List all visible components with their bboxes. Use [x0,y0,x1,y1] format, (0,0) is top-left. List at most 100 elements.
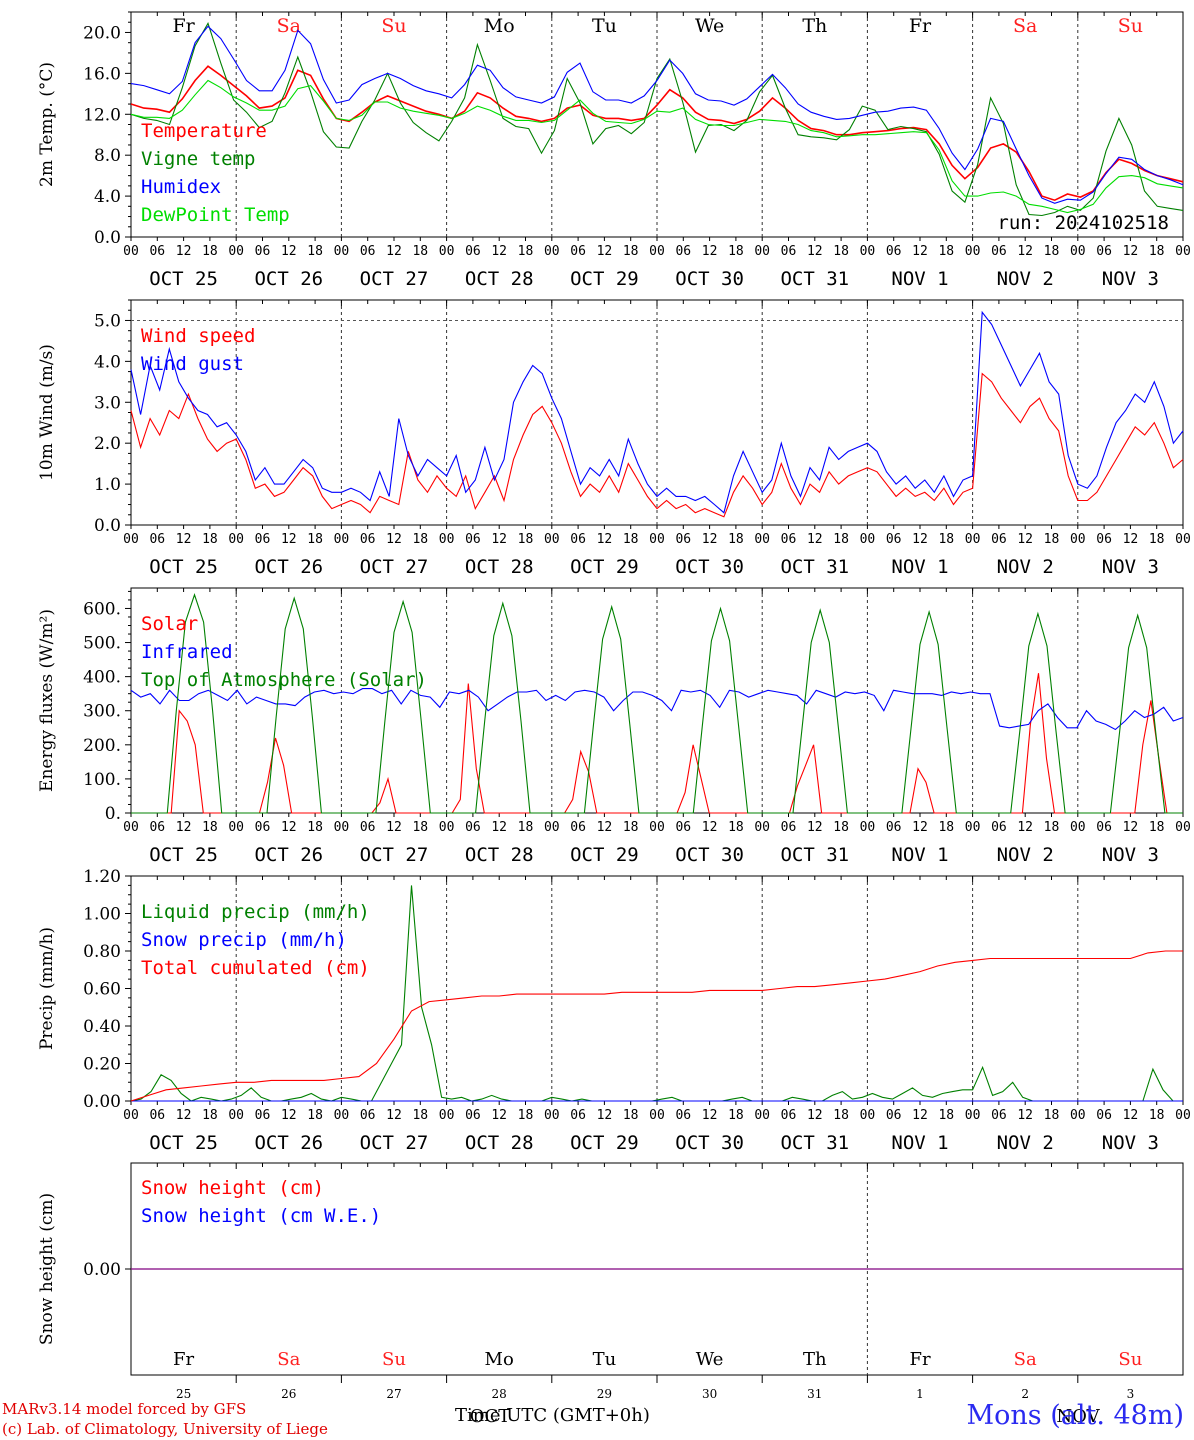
series-line-2-2 [131,593,1183,814]
date-label-2: OCT 27 [360,268,429,290]
y-axis-label-3: Precip (mm/h) [37,927,57,1050]
hour-tick-label: 18 [1149,244,1165,259]
date-label-0: OCT 25 [149,844,218,866]
weekday-label-8: Sa [1013,15,1037,37]
hour-tick-label: 00 [228,1108,244,1123]
hour-tick-label: 00 [860,244,876,259]
hour-tick-label: 18 [202,244,218,259]
hour-tick-label: 06 [675,532,691,547]
hour-tick-label: 18 [938,1108,954,1123]
hour-tick-label: 12 [1123,244,1139,259]
hour-tick-label: 12 [491,1108,507,1123]
date-label-5: OCT 30 [675,268,744,290]
y-tick-label-0-1: 4.0 [94,187,121,207]
hour-tick-label: 00 [860,820,876,835]
hour-tick-label: 12 [807,1108,823,1123]
snow-daynum-6: 31 [807,1387,822,1401]
legend-entry-0-2: Humidex [141,176,221,198]
legend-entry-0-0: Temperature [141,120,267,142]
hour-tick-label: 06 [360,532,376,547]
date-label-6: OCT 31 [780,1132,849,1154]
hour-tick-label: 18 [833,244,849,259]
hour-tick-label: 00 [334,532,350,547]
hour-tick-label: 06 [1096,244,1112,259]
hour-tick-label: 00 [649,1108,665,1123]
legend-entry-4-0: Snow height (cm) [141,1177,324,1199]
snow-weekday-5: We [696,1349,724,1370]
time-axis-label: Time UTC (GMT+0h) [455,1405,650,1426]
series-line-0-2 [130,25,1184,204]
y-tick-label-0-5: 20.0 [83,23,121,43]
hour-tick-label: 00 [228,244,244,259]
hour-tick-label: 12 [386,820,402,835]
hour-tick-label: 00 [544,820,560,835]
legend-entry-2-1: Infrared [141,641,233,663]
date-label-5: OCT 30 [675,844,744,866]
hour-tick-label: 12 [597,820,613,835]
hour-tick-label: 00 [649,820,665,835]
month-label-nov: NOV [1056,1406,1100,1427]
hour-tick-label: 18 [518,532,534,547]
series-line-3-2 [130,950,1183,1102]
hour-tick-label: 12 [702,244,718,259]
hour-tick-label: 00 [334,1108,350,1123]
hour-tick-label: 12 [1017,244,1033,259]
hour-tick-label: 18 [833,532,849,547]
hour-tick-label: 06 [781,1108,797,1123]
hour-tick-label: 18 [728,532,744,547]
hour-tick-label: 12 [597,244,613,259]
date-label-2: OCT 27 [360,556,429,578]
hour-tick-label: 00 [860,1108,876,1123]
date-label-9: NOV 3 [1102,1132,1159,1154]
date-label-1: OCT 26 [254,268,323,290]
hour-tick-label: 06 [255,532,271,547]
hour-tick-label: 06 [149,244,165,259]
hour-tick-label: 00 [1175,1108,1191,1123]
hour-tick-label: 18 [1044,1108,1060,1123]
y-tick-label-3-5: 1.00 [83,905,121,925]
date-label-6: OCT 31 [780,844,849,866]
legend-entry-2-2: Top of Atmosphere (Solar) [141,669,427,691]
hour-tick-label: 12 [702,820,718,835]
weekday-label-2: Su [381,15,406,37]
hour-tick-label: 12 [386,1108,402,1123]
hour-tick-label: 06 [465,532,481,547]
hour-tick-label: 12 [281,532,297,547]
hour-tick-label: 12 [912,1108,928,1123]
y-tick-label-2-0: 0. [105,804,121,824]
hour-tick-label: 12 [807,244,823,259]
snow-weekday-1: Sa [277,1349,300,1370]
hour-tick-label: 00 [754,532,770,547]
hour-tick-label: 12 [281,244,297,259]
weekday-label-9: Su [1118,15,1143,37]
hour-tick-label: 00 [1070,1108,1086,1123]
hour-tick-label: 06 [1096,820,1112,835]
date-label-0: OCT 25 [149,556,218,578]
hour-tick-label: 00 [439,1108,455,1123]
date-label-8: NOV 2 [997,844,1054,866]
hour-tick-label: 18 [938,820,954,835]
legend-entry-0-3: DewPoint Temp [141,204,290,226]
series-line-0-1 [130,21,1184,217]
hour-tick-label: 18 [1149,532,1165,547]
panel-frame-1 [130,299,1184,526]
hour-tick-label: 06 [1096,1108,1112,1123]
date-label-1: OCT 26 [254,1132,323,1154]
date-label-3: OCT 28 [465,268,534,290]
hour-tick-label: 00 [123,532,139,547]
legend-entry-3-1: Snow precip (mm/h) [141,929,347,951]
y-tick-label-2-1: 100. [83,770,121,790]
snow-daynum-2: 27 [386,1387,401,1401]
hour-tick-label: 18 [728,244,744,259]
y-tick-label-2-6: 600. [83,599,121,619]
weekday-label-3: Mo [484,15,515,37]
hour-tick-label: 06 [781,532,797,547]
hour-tick-label: 12 [1017,820,1033,835]
hour-tick-label: 06 [149,1108,165,1123]
date-label-7: NOV 1 [891,1132,948,1154]
hour-tick-label: 06 [886,532,902,547]
hour-tick-label: 12 [912,820,928,835]
hour-tick-label: 18 [1044,244,1060,259]
weekday-label-1: Sa [277,15,301,37]
